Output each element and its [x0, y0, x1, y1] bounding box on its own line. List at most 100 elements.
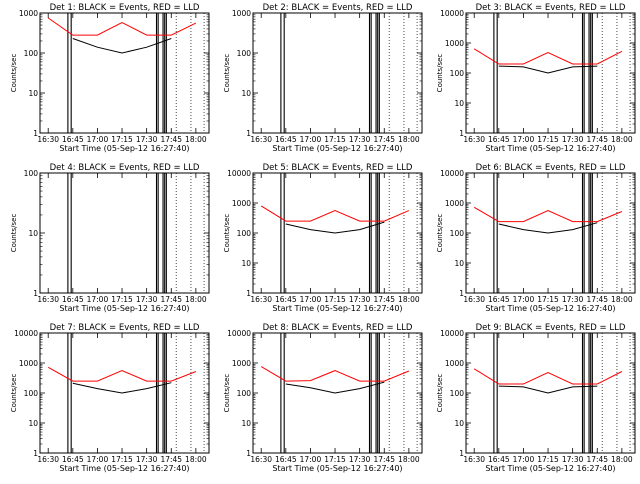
x-tick-label: 18:00 — [611, 135, 633, 144]
x-tick-label: 17:45 — [373, 455, 395, 464]
panel-6: Det 6: BLACK = Events, RED = LLD 1 10 100 10… — [436, 163, 636, 313]
y-axis-label: Counts/sec — [10, 54, 18, 93]
y-axis-label: Counts/sec — [10, 214, 18, 253]
y-axis-label: Counts/sec — [436, 374, 444, 413]
x-tick-label: 17:15 — [537, 455, 559, 464]
y-tick-label: 100 — [450, 229, 465, 238]
y-tick-label: 10000 — [440, 9, 464, 18]
lld-series-line — [260, 366, 410, 382]
panel-title: Det 4: BLACK = Events, RED = LLD — [50, 163, 200, 173]
x-tick-label: 17:30 — [136, 455, 158, 464]
x-tick-label: 17:45 — [160, 135, 182, 144]
axes-frame — [465, 12, 636, 134]
panel-1: Det 1: BLACK = Events, RED = LLD 1 10 100 10… — [10, 3, 210, 153]
x-tick-label: 17:00 — [87, 135, 109, 144]
x-tick-label: 18:00 — [398, 455, 420, 464]
panel-9: Det 9: BLACK = Events, RED = LLD 1 10 100 10… — [436, 323, 636, 473]
x-tick-label: 16:30 — [250, 135, 272, 144]
x-tick-label: 17:30 — [136, 135, 158, 144]
lld-series-line — [47, 366, 197, 382]
y-tick-label: 100 — [450, 69, 465, 78]
y-tick-label: 10 — [241, 259, 251, 268]
axes-frame — [252, 12, 423, 134]
events-series-line — [498, 222, 598, 234]
x-axis-label: Start Time (05-Sep-12 16:27:40) — [485, 304, 615, 313]
y-tick-label: 1 — [33, 449, 38, 458]
y-axis-label: Counts/sec — [436, 54, 444, 93]
axes-frame — [39, 172, 210, 294]
x-tick-label: 17:45 — [586, 135, 608, 144]
x-axis-label: Start Time (05-Sep-12 16:27:40) — [59, 464, 189, 473]
panel-2: Det 2: BLACK = Events, RED = LLD 1 10 100 10… — [223, 3, 423, 153]
x-tick-label: 16:45 — [488, 455, 510, 464]
y-tick-label: 10 — [28, 419, 38, 428]
y-tick-label: 10 — [28, 89, 38, 98]
x-tick-label: 17:30 — [136, 295, 158, 304]
y-tick-label: 100 — [24, 169, 39, 178]
y-tick-label: 1 — [459, 289, 464, 298]
x-tick-label: 17:15 — [111, 135, 133, 144]
x-axis-label: Start Time (05-Sep-12 16:27:40) — [59, 144, 189, 153]
y-tick-label: 1000 — [19, 9, 38, 18]
x-tick-label: 17:30 — [349, 455, 371, 464]
y-tick-label: 1 — [33, 129, 38, 138]
x-tick-label: 17:00 — [87, 295, 109, 304]
x-tick-label: 18:00 — [398, 295, 420, 304]
axes-frame — [39, 12, 210, 134]
panel-title: Det 1: BLACK = Events, RED = LLD — [50, 3, 200, 13]
x-tick-label: 16:45 — [488, 295, 510, 304]
y-axis-label: Counts/sec — [436, 214, 444, 253]
x-tick-label: 17:00 — [513, 295, 535, 304]
x-tick-label: 16:30 — [37, 455, 59, 464]
lld-series-line — [47, 17, 197, 36]
y-tick-label: 1000 — [232, 9, 251, 18]
y-tick-label: 10 — [28, 229, 38, 238]
x-tick-label: 17:30 — [349, 135, 371, 144]
x-tick-label: 17:45 — [586, 455, 608, 464]
y-tick-label: 1000 — [445, 359, 464, 368]
lld-series-line — [473, 368, 623, 385]
x-tick-label: 17:45 — [160, 295, 182, 304]
x-axis-label: Start Time (05-Sep-12 16:27:40) — [272, 464, 402, 473]
y-tick-label: 10000 — [227, 169, 251, 178]
y-tick-label: 10000 — [440, 329, 464, 338]
y-tick-label: 1000 — [445, 39, 464, 48]
x-tick-label: 17:15 — [537, 295, 559, 304]
y-tick-label: 100 — [24, 49, 39, 58]
y-tick-label: 10 — [454, 419, 464, 428]
y-tick-label: 10000 — [14, 329, 38, 338]
x-axis-label: Start Time (05-Sep-12 16:27:40) — [59, 304, 189, 313]
axes-frame — [465, 332, 636, 454]
events-series-line — [285, 221, 385, 234]
x-tick-label: 17:00 — [300, 295, 322, 304]
x-tick-label: 17:15 — [324, 295, 346, 304]
y-tick-label: 10 — [241, 419, 251, 428]
panel-8: Det 8: BLACK = Events, RED = LLD 1 10 100 10… — [223, 323, 423, 473]
y-tick-label: 10000 — [227, 329, 251, 338]
y-axis-label: Counts/sec — [223, 214, 231, 253]
y-tick-label: 100 — [237, 49, 252, 58]
y-tick-label: 100 — [24, 389, 39, 398]
x-tick-label: 17:30 — [562, 135, 584, 144]
panel-title: Det 5: BLACK = Events, RED = LLD — [263, 163, 413, 173]
x-tick-label: 16:45 — [275, 135, 297, 144]
y-tick-label: 1 — [33, 289, 38, 298]
panel-title: Det 7: BLACK = Events, RED = LLD — [50, 323, 200, 333]
y-tick-label: 1 — [246, 129, 251, 138]
panel-title: Det 3: BLACK = Events, RED = LLD — [476, 3, 626, 13]
x-tick-label: 16:45 — [62, 135, 84, 144]
x-tick-label: 16:30 — [250, 295, 272, 304]
x-tick-label: 17:00 — [300, 135, 322, 144]
y-tick-label: 100 — [237, 389, 252, 398]
y-tick-label: 1000 — [19, 359, 38, 368]
x-tick-label: 17:00 — [300, 455, 322, 464]
panel-title: Det 2: BLACK = Events, RED = LLD — [263, 3, 413, 13]
y-tick-label: 10000 — [440, 169, 464, 178]
y-tick-label: 10 — [454, 99, 464, 108]
x-tick-label: 17:00 — [513, 135, 535, 144]
x-axis-label: Start Time (05-Sep-12 16:27:40) — [272, 144, 402, 153]
x-tick-label: 17:30 — [349, 295, 371, 304]
y-axis-label: Counts/sec — [223, 54, 231, 93]
x-tick-label: 18:00 — [611, 455, 633, 464]
x-tick-label: 18:00 — [611, 295, 633, 304]
